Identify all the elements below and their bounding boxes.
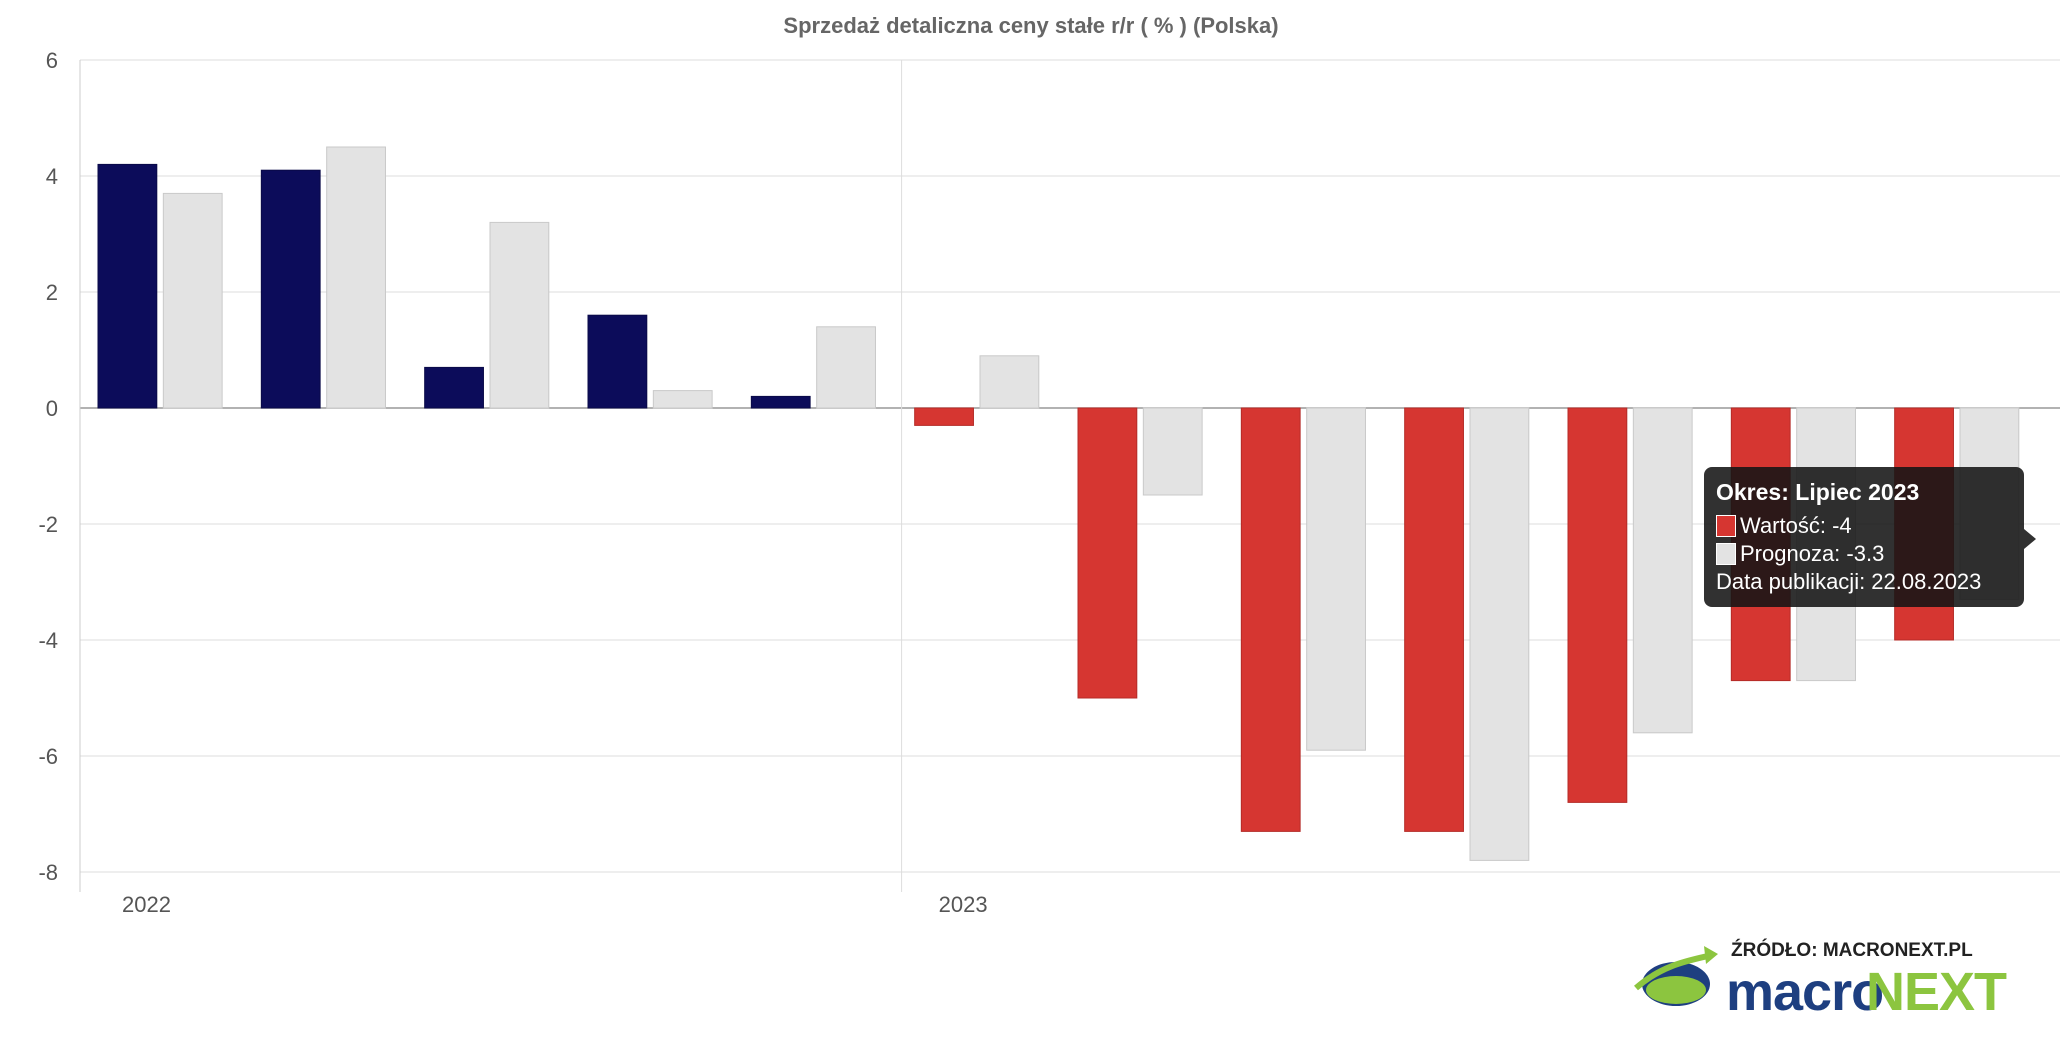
value-bar: [587, 314, 648, 409]
forecast-bar: [816, 326, 876, 409]
value-bar: [750, 395, 811, 409]
tooltip-value-swatch: [1716, 515, 1736, 537]
tooltip-forecast-row: Prognoza: -3.3: [1716, 540, 2012, 568]
forecast-bar: [489, 221, 550, 409]
forecast-bar: [1306, 407, 1366, 751]
y-tick-label: -2: [38, 512, 58, 537]
x-axis-ticks: 2022 2023: [122, 892, 988, 917]
forecast-bar: [652, 390, 713, 409]
y-tick-label: 0: [46, 396, 58, 421]
forecast-bar: [1632, 407, 1693, 734]
value-bar: [914, 407, 974, 426]
tooltip-value: Wartość: -4: [1740, 513, 1852, 538]
tooltip-publication-date: Data publikacji: 22.08.2023: [1716, 569, 1982, 594]
value-bar: [1404, 407, 1464, 832]
forecast-bar: [162, 192, 223, 409]
value-bar: [1240, 407, 1301, 832]
gridlines: [79, 59, 2060, 892]
macronext-logo-graphic: ŹRÓDŁO: MACRONEXT.PL macro NEXT: [1634, 939, 2008, 1022]
source-text: ŹRÓDŁO: MACRONEXT.PL: [1731, 939, 1973, 961]
x-tick-label: 2023: [939, 892, 988, 917]
tooltip-value-row: Wartość: -4: [1716, 512, 2012, 540]
y-tick-label: -8: [38, 860, 58, 885]
value-bar: [1567, 407, 1628, 803]
value-bar: [424, 366, 484, 409]
y-axis-ticks: 6 4 2 0 -2 -4 -6 -8: [38, 48, 58, 885]
value-bar: [1077, 407, 1138, 699]
forecast-bar: [326, 146, 386, 409]
tooltip-forecast-swatch: [1716, 543, 1736, 565]
forecast-bar: [979, 355, 1040, 409]
value-bar: [260, 169, 321, 409]
y-tick-label: 2: [46, 280, 58, 305]
x-tick-label: 2022: [122, 892, 171, 917]
y-tick-label: 4: [46, 164, 58, 189]
forecast-bar: [1469, 407, 1530, 861]
y-tick-label: -6: [38, 744, 58, 769]
chart-title: Sprzedaż detaliczna ceny stałe r/r ( % )…: [783, 13, 1278, 38]
value-bar: [97, 163, 158, 409]
forecast-bar: [1142, 407, 1203, 496]
brand-macro: macro: [1726, 962, 1883, 1016]
y-tick-label: -4: [38, 628, 58, 653]
globe-arrow-icon: [1634, 946, 1718, 1006]
tooltip-title: Okres: Lipiec 2023: [1716, 479, 1920, 505]
macronext-logo[interactable]: ŹRÓDŁO: MACRONEXT.PL macro NEXT: [1626, 936, 2026, 1022]
tooltip-forecast: Prognoza: -3.3: [1740, 541, 1885, 566]
brand-next: NEXT: [1866, 962, 2007, 1016]
tooltip: Okres: Lipiec 2023 Wartość: -4 Prognoza:…: [1704, 467, 2036, 607]
y-tick-label: 6: [46, 48, 58, 73]
